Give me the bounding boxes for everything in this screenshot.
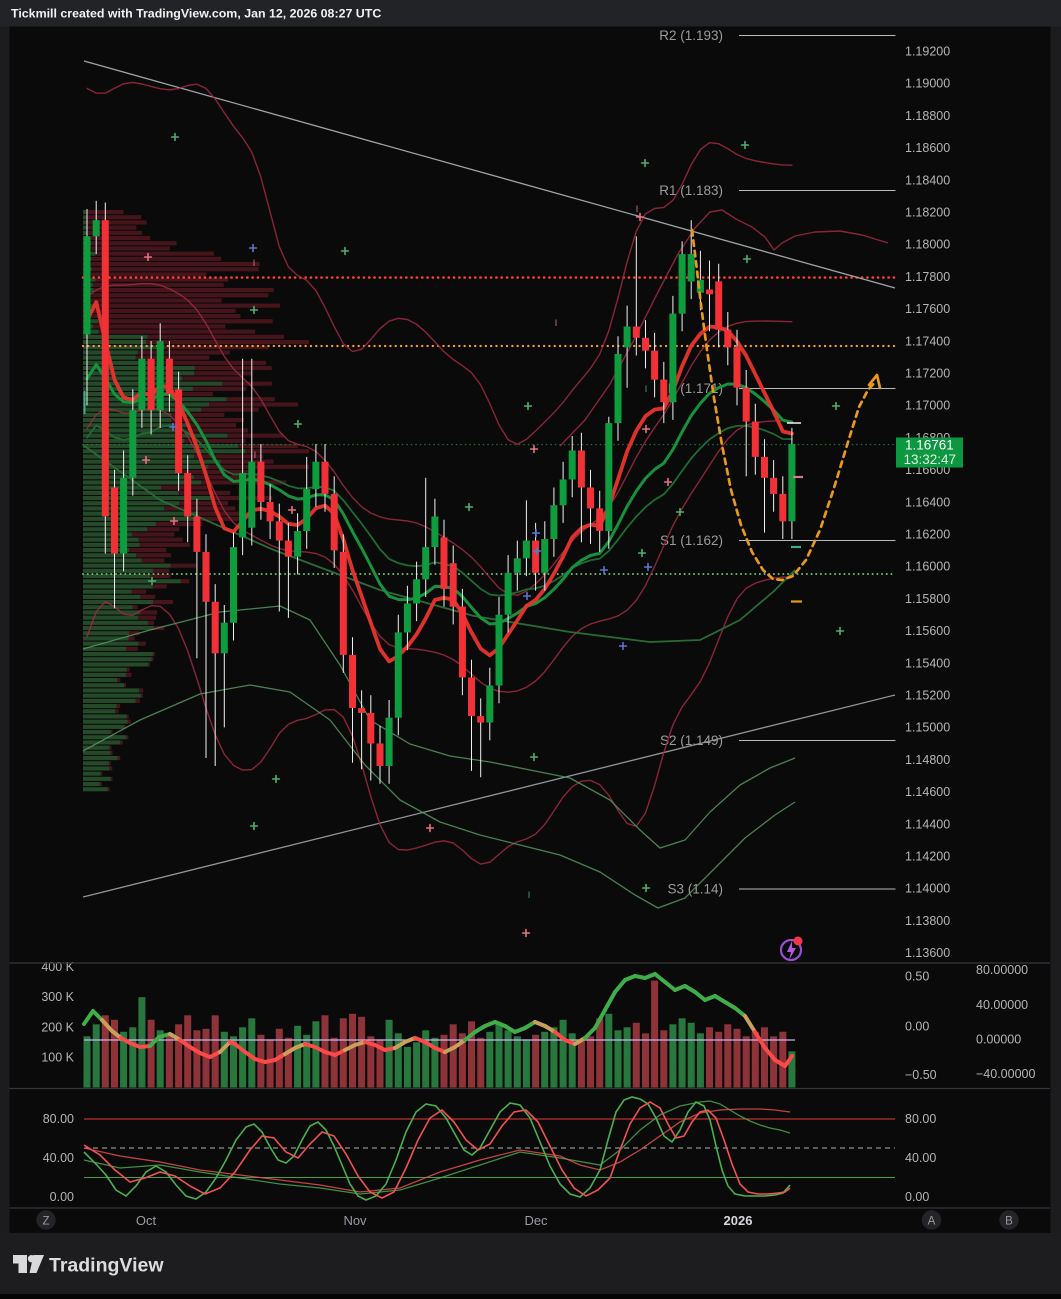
svg-text:R1 (1.183): R1 (1.183) [659, 183, 723, 198]
svg-text:80.00000: 80.00000 [976, 963, 1028, 977]
svg-text:I: I [645, 384, 648, 394]
svg-text:1.18000: 1.18000 [905, 238, 950, 252]
svg-text:0.00: 0.00 [50, 1190, 74, 1204]
svg-text:1.19000: 1.19000 [905, 77, 950, 91]
svg-text:A: A [928, 1216, 936, 1228]
svg-text:I: I [253, 258, 256, 268]
svg-text:1.17200: 1.17200 [905, 367, 950, 381]
svg-text:I: I [555, 318, 558, 328]
svg-text:B: B [1005, 1216, 1013, 1228]
svg-text:300 K: 300 K [41, 990, 74, 1004]
svg-text:Tickmill created with TradingV: Tickmill created with TradingView.com, J… [11, 7, 381, 21]
svg-text:0.50: 0.50 [905, 970, 929, 984]
svg-text:1.18600: 1.18600 [905, 141, 950, 155]
svg-text:40.00: 40.00 [43, 1151, 74, 1165]
svg-text:TradingView: TradingView [49, 1255, 164, 1277]
svg-text:1.15000: 1.15000 [905, 721, 950, 735]
svg-text:1.13600: 1.13600 [905, 946, 950, 960]
svg-text:1.16200: 1.16200 [905, 528, 950, 542]
svg-text:1.14600: 1.14600 [905, 785, 950, 799]
svg-text:R2 (1.193): R2 (1.193) [659, 28, 723, 43]
svg-text:I: I [254, 450, 257, 460]
svg-text:40.00000: 40.00000 [976, 998, 1028, 1012]
svg-text:1.15400: 1.15400 [905, 656, 950, 670]
svg-text:I: I [528, 890, 531, 900]
svg-text:I: I [636, 204, 639, 214]
svg-text:1.15600: 1.15600 [905, 624, 950, 638]
svg-text:1.18400: 1.18400 [905, 173, 950, 187]
svg-text:1.19200: 1.19200 [905, 45, 950, 59]
svg-text:−0.50: −0.50 [905, 1068, 937, 1082]
svg-text:2026: 2026 [724, 1213, 753, 1228]
svg-text:40.00: 40.00 [905, 1151, 936, 1165]
svg-text:1.13800: 1.13800 [905, 914, 950, 928]
svg-text:1.16761: 1.16761 [905, 438, 954, 453]
svg-text:Nov: Nov [343, 1213, 367, 1228]
svg-text:400 K: 400 K [41, 960, 74, 974]
svg-text:1.17600: 1.17600 [905, 302, 950, 316]
svg-text:80.00: 80.00 [43, 1112, 74, 1126]
svg-text:1.15800: 1.15800 [905, 592, 950, 606]
svg-text:1.17400: 1.17400 [905, 334, 950, 348]
svg-text:Oct: Oct [136, 1213, 157, 1228]
svg-text:13:32:47: 13:32:47 [904, 452, 957, 467]
svg-text:100 K: 100 K [41, 1050, 74, 1064]
svg-text:1.15200: 1.15200 [905, 689, 950, 703]
svg-text:S1 (1.162): S1 (1.162) [660, 533, 723, 548]
svg-text:1.16400: 1.16400 [905, 495, 950, 509]
svg-text:1.16000: 1.16000 [905, 560, 950, 574]
svg-text:Dec: Dec [524, 1213, 548, 1228]
svg-text:1.17000: 1.17000 [905, 399, 950, 413]
svg-text:S3 (1.14): S3 (1.14) [667, 882, 723, 897]
svg-text:80.00: 80.00 [905, 1112, 936, 1126]
svg-text:1.14200: 1.14200 [905, 850, 950, 864]
svg-text:1.14000: 1.14000 [905, 882, 950, 896]
svg-text:Z: Z [42, 1216, 49, 1228]
svg-text:200 K: 200 K [41, 1020, 74, 1034]
svg-text:1.18200: 1.18200 [905, 206, 950, 220]
svg-text:1.17800: 1.17800 [905, 270, 950, 284]
svg-text:0.00: 0.00 [905, 1020, 929, 1034]
svg-text:1.14400: 1.14400 [905, 817, 950, 831]
svg-text:0.00: 0.00 [905, 1190, 929, 1204]
svg-text:1.18800: 1.18800 [905, 109, 950, 123]
svg-text:−40.00000: −40.00000 [976, 1067, 1035, 1081]
svg-text:0.00000: 0.00000 [976, 1032, 1021, 1046]
svg-text:1.14800: 1.14800 [905, 753, 950, 767]
